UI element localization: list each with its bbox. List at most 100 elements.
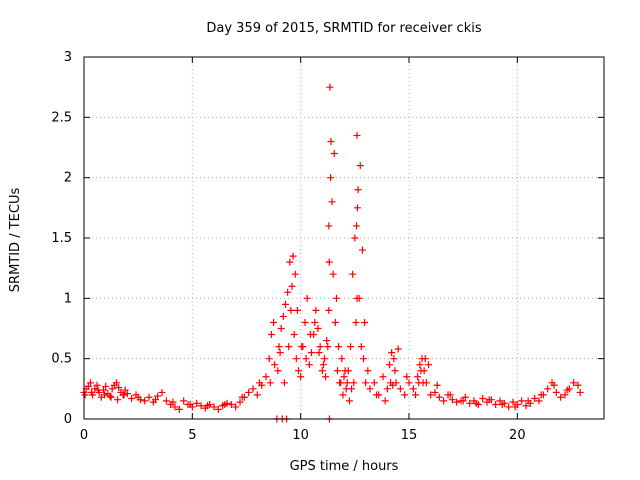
data-point — [472, 399, 480, 407]
data-point — [485, 396, 493, 404]
data-point — [323, 337, 331, 345]
data-point — [180, 397, 188, 405]
data-point — [275, 343, 283, 351]
data-point — [210, 403, 218, 411]
data-point — [318, 367, 326, 375]
data-point — [306, 331, 314, 339]
data-point — [353, 131, 361, 139]
data-point — [348, 385, 356, 393]
data-point — [535, 397, 543, 405]
data-point — [197, 402, 205, 410]
data-point — [440, 397, 448, 405]
data-point — [325, 306, 333, 314]
data-point — [253, 391, 261, 399]
data-point — [433, 381, 441, 389]
data-point — [401, 391, 409, 399]
data-point — [390, 355, 398, 363]
data-point — [357, 343, 365, 351]
data-point — [364, 367, 372, 375]
data-point — [325, 258, 333, 266]
data-point — [498, 401, 506, 409]
data-point — [557, 393, 565, 401]
data-point — [459, 397, 467, 405]
data-point — [570, 379, 578, 387]
data-point — [290, 331, 298, 339]
data-point — [427, 391, 435, 399]
x-tick-labels: 0 5 10 15 20 — [80, 428, 526, 443]
data-point — [338, 355, 346, 363]
data-point — [101, 391, 109, 399]
data-point — [337, 379, 345, 387]
data-point — [232, 403, 240, 411]
y-tick-label: 3 — [64, 50, 72, 65]
data-point — [128, 394, 136, 402]
data-point — [107, 393, 115, 401]
data-point — [563, 386, 571, 394]
data-point — [289, 252, 297, 260]
data-point — [311, 318, 319, 326]
data-point — [409, 385, 417, 393]
data-point — [91, 385, 99, 393]
data-point — [84, 382, 92, 390]
data-point — [403, 373, 411, 381]
data-point — [249, 385, 257, 393]
data-point — [356, 162, 364, 170]
data-point — [343, 379, 351, 387]
data-point — [314, 325, 322, 332]
data-point — [329, 270, 337, 278]
x-tick-label: 20 — [509, 428, 526, 443]
data-point — [461, 393, 469, 401]
data-point — [162, 397, 170, 405]
data-point — [361, 318, 369, 326]
data-point — [326, 83, 334, 91]
data-point — [291, 270, 299, 278]
data-point — [576, 388, 584, 396]
data-point — [332, 294, 340, 302]
data-point — [531, 394, 539, 402]
data-point — [425, 361, 432, 369]
data-point — [312, 306, 320, 314]
data-point — [245, 388, 253, 396]
data-point — [282, 300, 289, 308]
data-point — [379, 373, 387, 381]
data-point — [383, 385, 391, 393]
data-point — [448, 396, 456, 404]
axis-ticks — [83, 56, 604, 420]
data-point — [453, 398, 461, 406]
data-point — [158, 388, 166, 396]
data-point — [121, 386, 129, 394]
data-point — [366, 385, 374, 393]
data-point — [280, 379, 288, 387]
data-point — [227, 401, 235, 409]
data-point — [561, 391, 569, 399]
data-point — [381, 397, 389, 405]
grid-lines — [84, 57, 604, 419]
data-point — [396, 385, 404, 393]
data-point — [335, 343, 343, 351]
data-point — [277, 325, 285, 332]
data-point — [256, 379, 263, 387]
data-point — [339, 391, 347, 399]
data-point — [295, 367, 302, 375]
data-point — [345, 397, 353, 405]
data-point — [350, 379, 358, 387]
data-point — [221, 401, 229, 409]
data-point — [87, 379, 94, 387]
data-point — [394, 345, 402, 353]
data-point — [416, 361, 424, 369]
data-point — [330, 150, 338, 158]
data-point — [370, 379, 378, 387]
data-point — [509, 398, 517, 406]
data-point — [505, 403, 513, 411]
data-point — [102, 382, 110, 390]
data-point — [175, 405, 183, 413]
data-point — [123, 390, 131, 398]
data-point — [522, 402, 530, 410]
data-point — [334, 367, 341, 375]
data-point — [115, 384, 123, 392]
data-point — [446, 391, 454, 399]
data-point — [141, 397, 149, 405]
data-point — [389, 381, 397, 389]
